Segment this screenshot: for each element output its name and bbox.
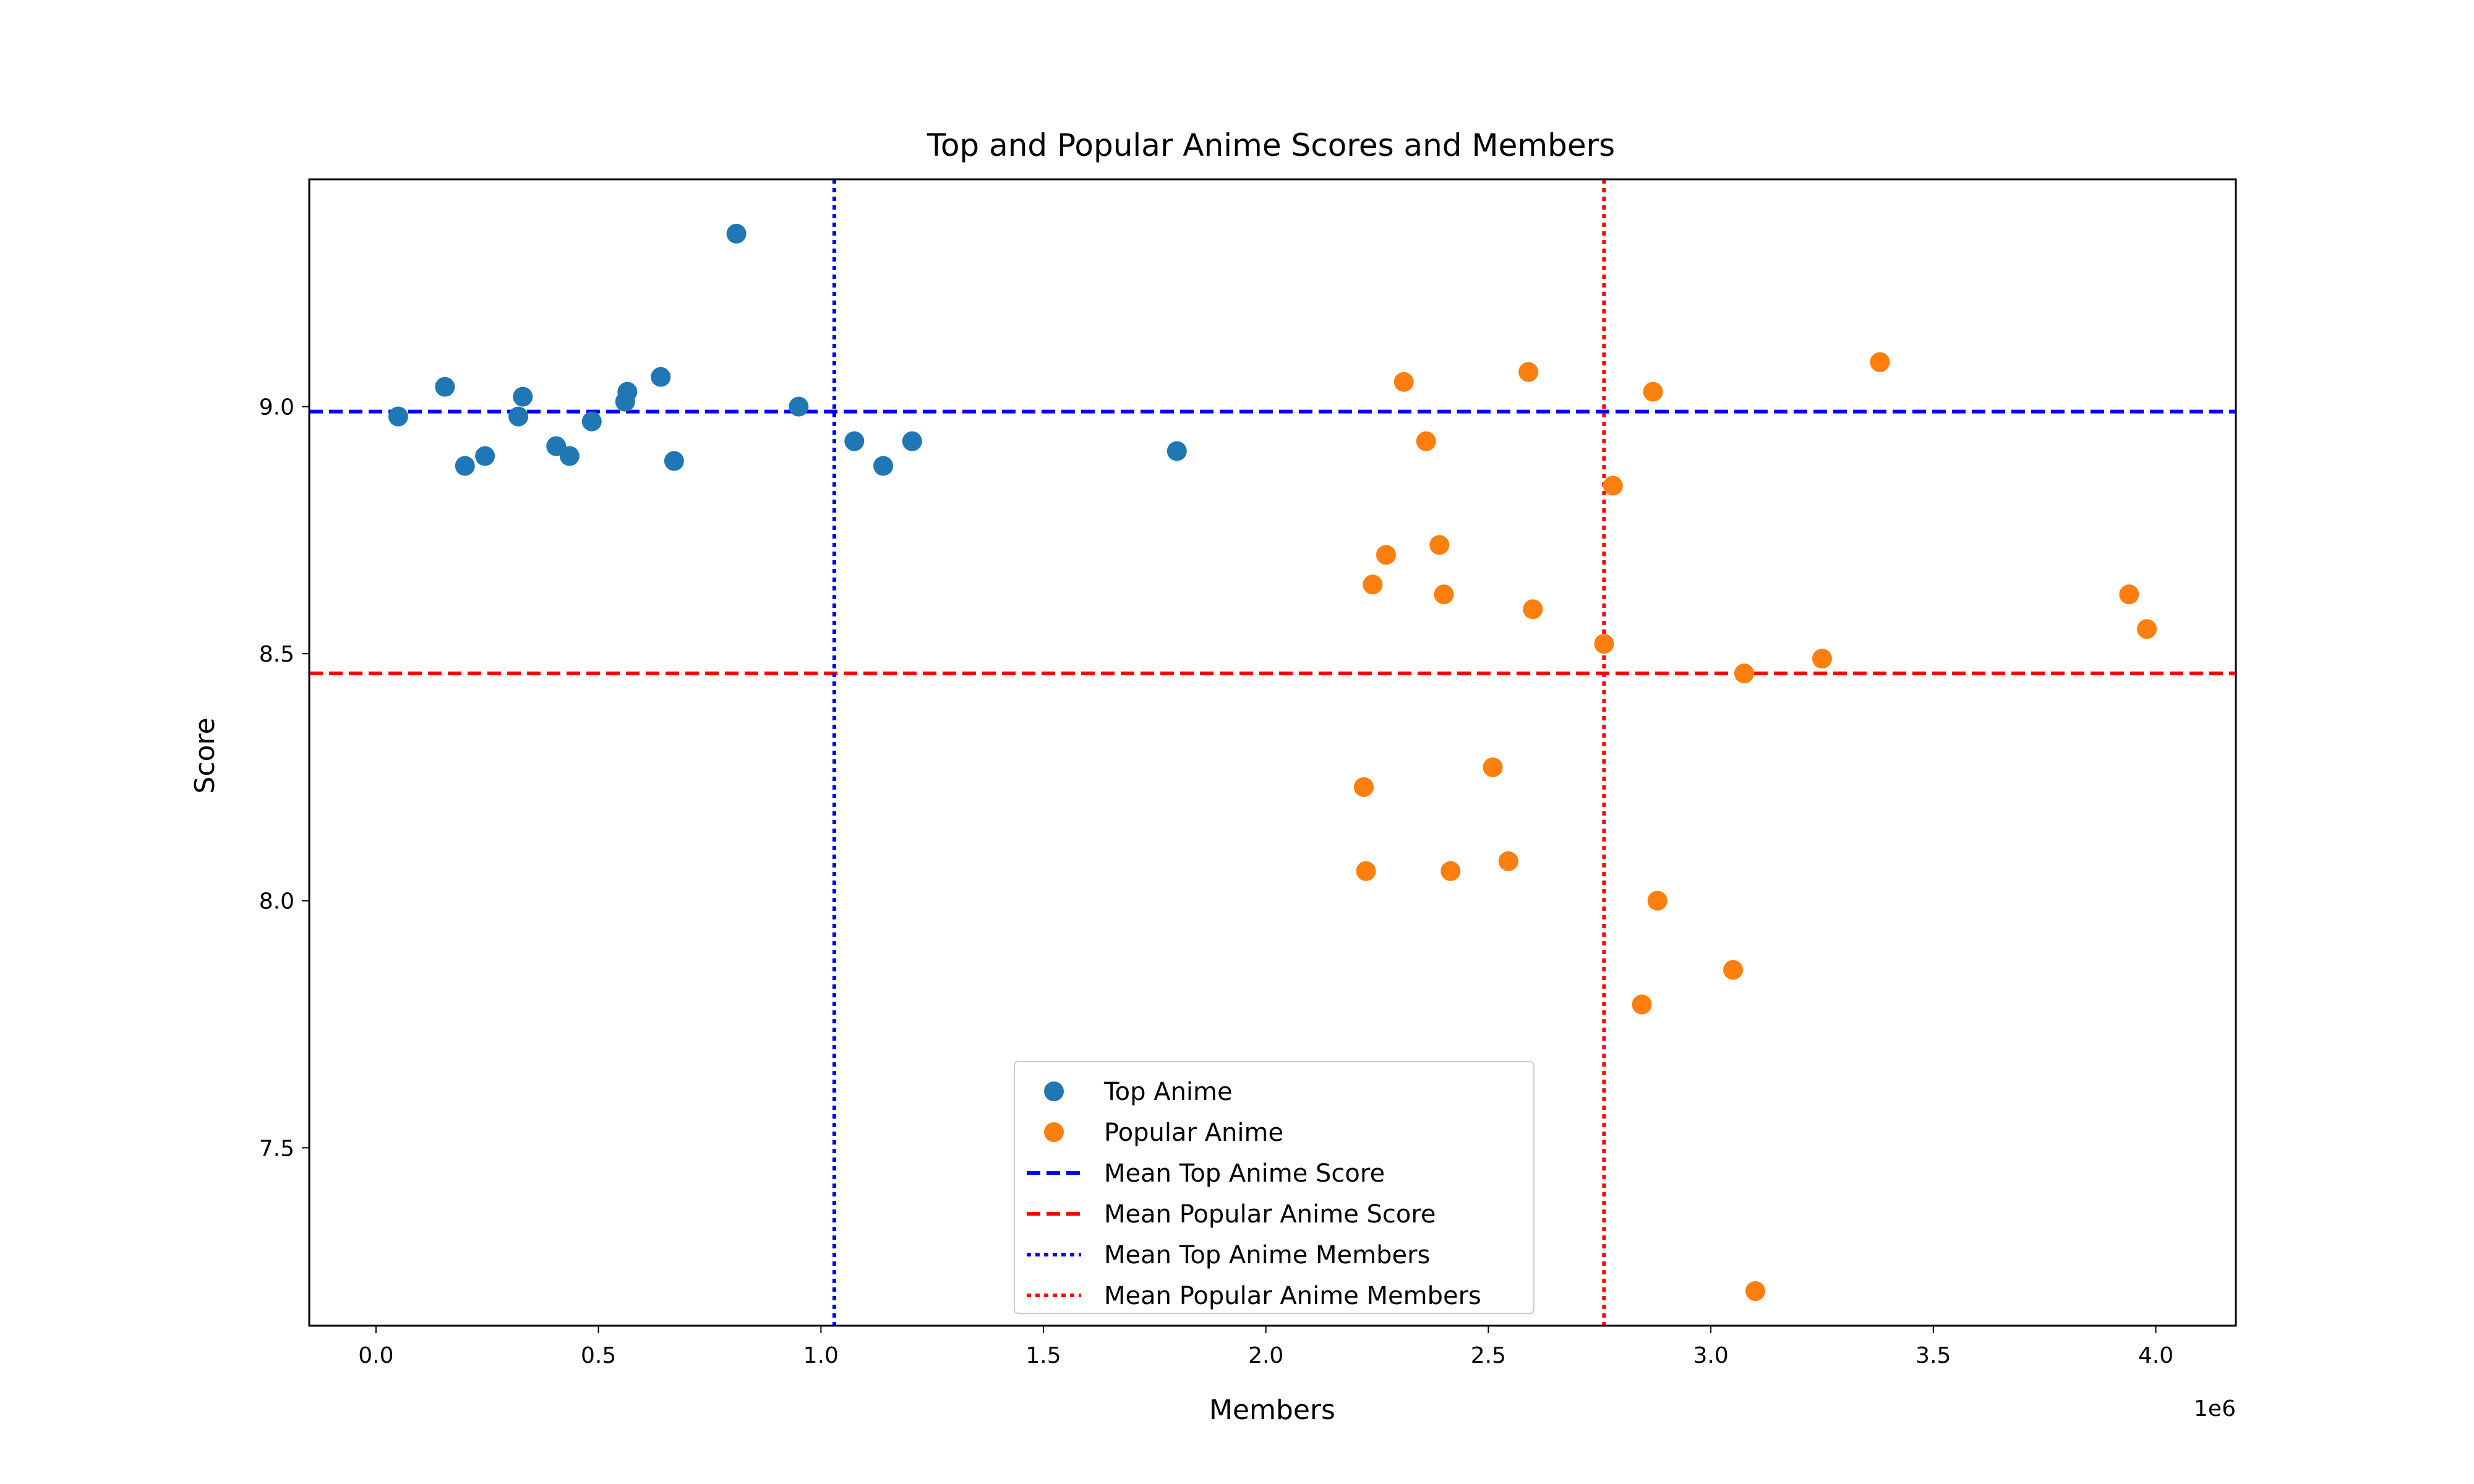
- point-series-1-23: [1632, 994, 1652, 1015]
- legend-label-2: Mean Top Anime Score: [1104, 1159, 1385, 1188]
- legend: Top Anime Popular Anime Mean Top Anime Sco…: [1014, 1061, 1534, 1314]
- point-series-0-0: [388, 406, 408, 427]
- point-series-0-3: [475, 446, 495, 466]
- point-series-1-4: [1416, 431, 1436, 451]
- x-axis-offset-label: 1e6: [2194, 1396, 2236, 1422]
- point-series-1-0: [1393, 372, 1414, 392]
- legend-marker-1: [1044, 1122, 1064, 1142]
- point-series-1-16: [1353, 777, 1374, 797]
- point-series-1-6: [1429, 535, 1450, 555]
- x-tick-label-8: 4.0: [2138, 1343, 2173, 1368]
- point-series-0-4: [508, 406, 529, 427]
- y-tick-label-0: 7.5: [259, 1136, 294, 1161]
- point-series-1-15: [2137, 619, 2157, 639]
- legend-label-4: Mean Top Anime Members: [1104, 1241, 1430, 1269]
- legend-label-1: Popular Anime: [1104, 1119, 1283, 1147]
- point-series-0-13: [726, 223, 747, 244]
- point-series-0-1: [435, 377, 455, 397]
- legend-marker-0: [1044, 1081, 1064, 1101]
- point-series-1-19: [1440, 861, 1461, 881]
- point-series-1-14: [2119, 584, 2139, 605]
- x-axis-label: Members: [1209, 1394, 1335, 1426]
- y-tick-label-3: 9.0: [259, 395, 294, 420]
- x-tick-label-4: 2.0: [1248, 1343, 1283, 1368]
- legend-label-0: Top Anime: [1103, 1078, 1233, 1106]
- x-tick-label-3: 1.5: [1025, 1343, 1061, 1368]
- point-series-0-8: [581, 411, 602, 432]
- legend-label-3: Mean Popular Anime Score: [1104, 1200, 1436, 1229]
- point-series-0-18: [1166, 441, 1187, 461]
- point-series-1-13: [1812, 649, 1832, 669]
- point-series-0-10: [617, 382, 638, 402]
- point-series-0-11: [651, 367, 671, 387]
- point-series-1-5: [1603, 475, 1623, 496]
- chart-title: Top and Popular Anime Scores and Members: [927, 127, 1615, 163]
- point-series-1-2: [1643, 382, 1663, 402]
- y-tick-label-2: 8.5: [259, 642, 294, 667]
- point-series-1-9: [1434, 584, 1454, 605]
- point-series-0-2: [455, 456, 475, 476]
- y-tick-label-1: 8.0: [259, 889, 294, 915]
- point-series-0-15: [844, 431, 865, 451]
- point-series-1-21: [1647, 890, 1667, 911]
- point-series-1-11: [1594, 634, 1614, 654]
- point-series-0-12: [664, 451, 684, 471]
- point-series-1-12: [1734, 663, 1755, 684]
- point-series-1-1: [1518, 362, 1539, 382]
- x-tick-label-7: 3.5: [1915, 1343, 1951, 1368]
- plot-area-frame: [308, 178, 2237, 1327]
- point-series-1-17: [1483, 757, 1503, 777]
- point-series-0-14: [789, 396, 809, 417]
- x-tick-label-6: 3.0: [1693, 1343, 1728, 1368]
- x-tick-label-5: 2.5: [1471, 1343, 1506, 1368]
- point-series-1-8: [1363, 574, 1383, 595]
- point-series-1-18: [1356, 861, 1376, 881]
- legend-frame: [1014, 1061, 1534, 1314]
- point-series-0-17: [902, 431, 922, 451]
- y-axis-label: Score: [189, 717, 221, 793]
- point-series-1-3: [1870, 352, 1890, 372]
- x-tick-label-0: 0.0: [358, 1343, 393, 1368]
- point-series-1-24: [1745, 1281, 1766, 1302]
- point-series-1-10: [1523, 599, 1543, 620]
- point-series-0-16: [873, 456, 894, 476]
- x-tick-label-2: 1.0: [803, 1343, 839, 1368]
- legend-label-5: Mean Popular Anime Members: [1104, 1282, 1481, 1310]
- point-series-0-7: [559, 446, 580, 466]
- x-tick-label-1: 0.5: [581, 1343, 616, 1368]
- point-series-1-22: [1723, 960, 1744, 980]
- point-series-1-20: [1498, 851, 1518, 871]
- point-series-0-5: [513, 386, 533, 407]
- point-series-1-7: [1376, 545, 1396, 565]
